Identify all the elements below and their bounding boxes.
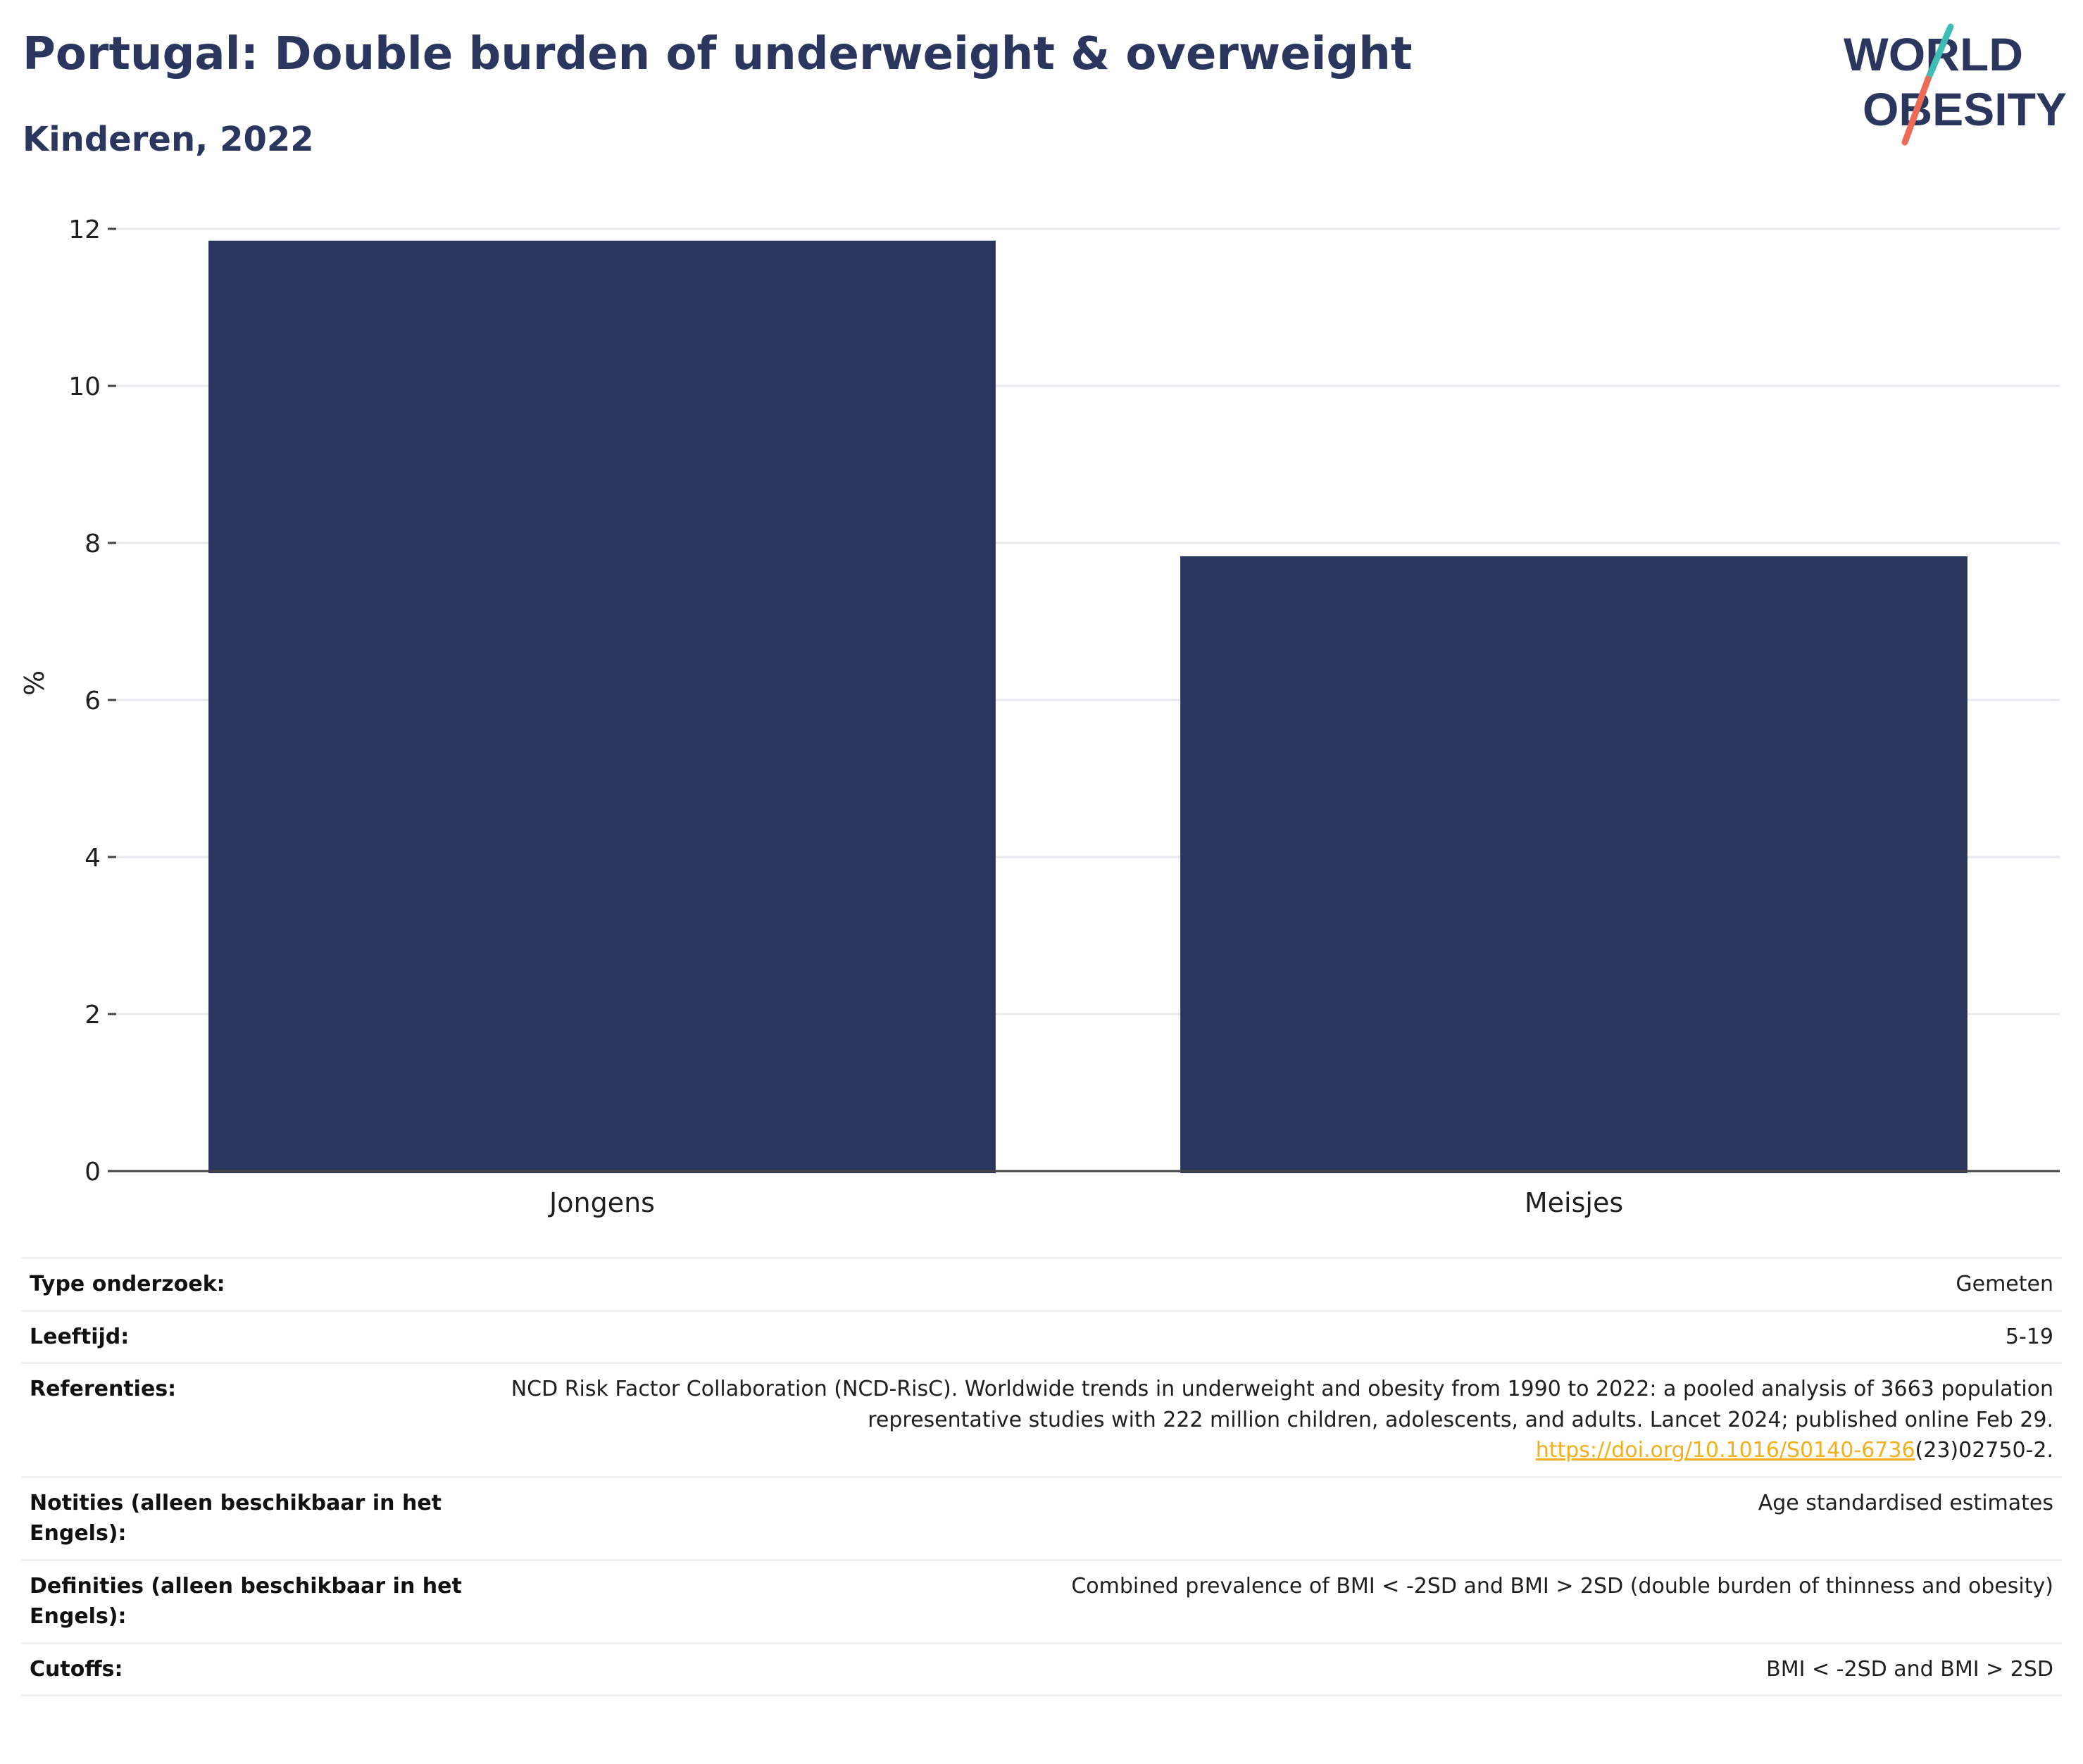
references-value: NCD Risk Factor Collaboration (NCD-RisC)… — [475, 1362, 2062, 1478]
x-tick-label: Jongens — [548, 1187, 655, 1218]
y-tick-label: 2 — [85, 1001, 101, 1030]
row-label: Leeftijd: — [21, 1309, 475, 1364]
logo-text-obesity: OBESITY — [1863, 83, 2067, 135]
row-value: Combined prevalence of BMI < -2SD and BM… — [475, 1558, 2062, 1644]
bars — [208, 240, 1968, 1174]
row-label: Cutoffs: — [21, 1641, 475, 1696]
y-tick-label: 6 — [85, 687, 101, 715]
row-label: Referenties: — [21, 1362, 475, 1478]
row-value: BMI < -2SD and BMI > 2SD — [475, 1641, 2062, 1696]
y-tick-label: 0 — [85, 1158, 101, 1187]
bar-chart: 0 2 4 6 8 10 12 Jongens Meisjes % — [19, 215, 2060, 1218]
y-tick-label: 8 — [85, 530, 101, 558]
doi-link[interactable]: https://doi.org/10.1016/S0140-6736 — [1535, 1438, 1915, 1463]
logo-slash-coral — [1901, 75, 1932, 146]
row-value: Gemeten — [475, 1257, 2062, 1312]
row-label: Type onderzoek: — [21, 1257, 475, 1312]
y-axis-ticks: 0 2 4 6 8 10 12 — [68, 215, 116, 1187]
references-text: NCD Risk Factor Collaboration (NCD-RisC)… — [511, 1377, 2053, 1432]
row-value: 5-19 — [475, 1309, 2062, 1364]
table-row: Leeftijd: 5-19 — [21, 1309, 2062, 1364]
info-table: Type onderzoek: Gemeten Leeftijd: 5-19 R… — [21, 1257, 2062, 1696]
chart-header: Portugal: Double burden of underweight &… — [0, 0, 2083, 183]
bar-meisjes[interactable] — [1180, 556, 1968, 1173]
table-row: Cutoffs: BMI < -2SD and BMI > 2SD — [21, 1641, 2062, 1696]
x-tick-label: Meisjes — [1525, 1187, 1623, 1218]
chart-title: Portugal: Double burden of underweight &… — [23, 28, 1413, 80]
doi-suffix: (23)02750-2. — [1915, 1438, 2053, 1463]
y-axis-label: % — [19, 670, 50, 696]
table-row: Notities (alleen beschikbaar in het Enge… — [21, 1475, 2062, 1561]
table-row: Type onderzoek: Gemeten — [21, 1257, 2062, 1312]
bar-jongens[interactable] — [208, 240, 996, 1174]
world-obesity-logo[interactable]: WORLD OBESITY — [1831, 21, 2070, 148]
row-label: Definities (alleen beschikbaar in het En… — [21, 1558, 475, 1644]
y-tick-label: 10 — [68, 373, 101, 401]
y-tick-label: 4 — [85, 844, 101, 872]
table-row: Referenties: NCD Risk Factor Collaborati… — [21, 1362, 2062, 1478]
row-value: Age standardised estimates — [475, 1475, 2062, 1561]
y-tick-label: 12 — [68, 215, 101, 244]
logo-slash-teal — [1925, 23, 1954, 82]
chart-subtitle: Kinderen, 2022 — [23, 120, 314, 159]
table-row: Definities (alleen beschikbaar in het En… — [21, 1558, 2062, 1644]
x-axis-ticks: Jongens Meisjes — [548, 1187, 1623, 1218]
row-label: Notities (alleen beschikbaar in het Enge… — [21, 1475, 475, 1561]
